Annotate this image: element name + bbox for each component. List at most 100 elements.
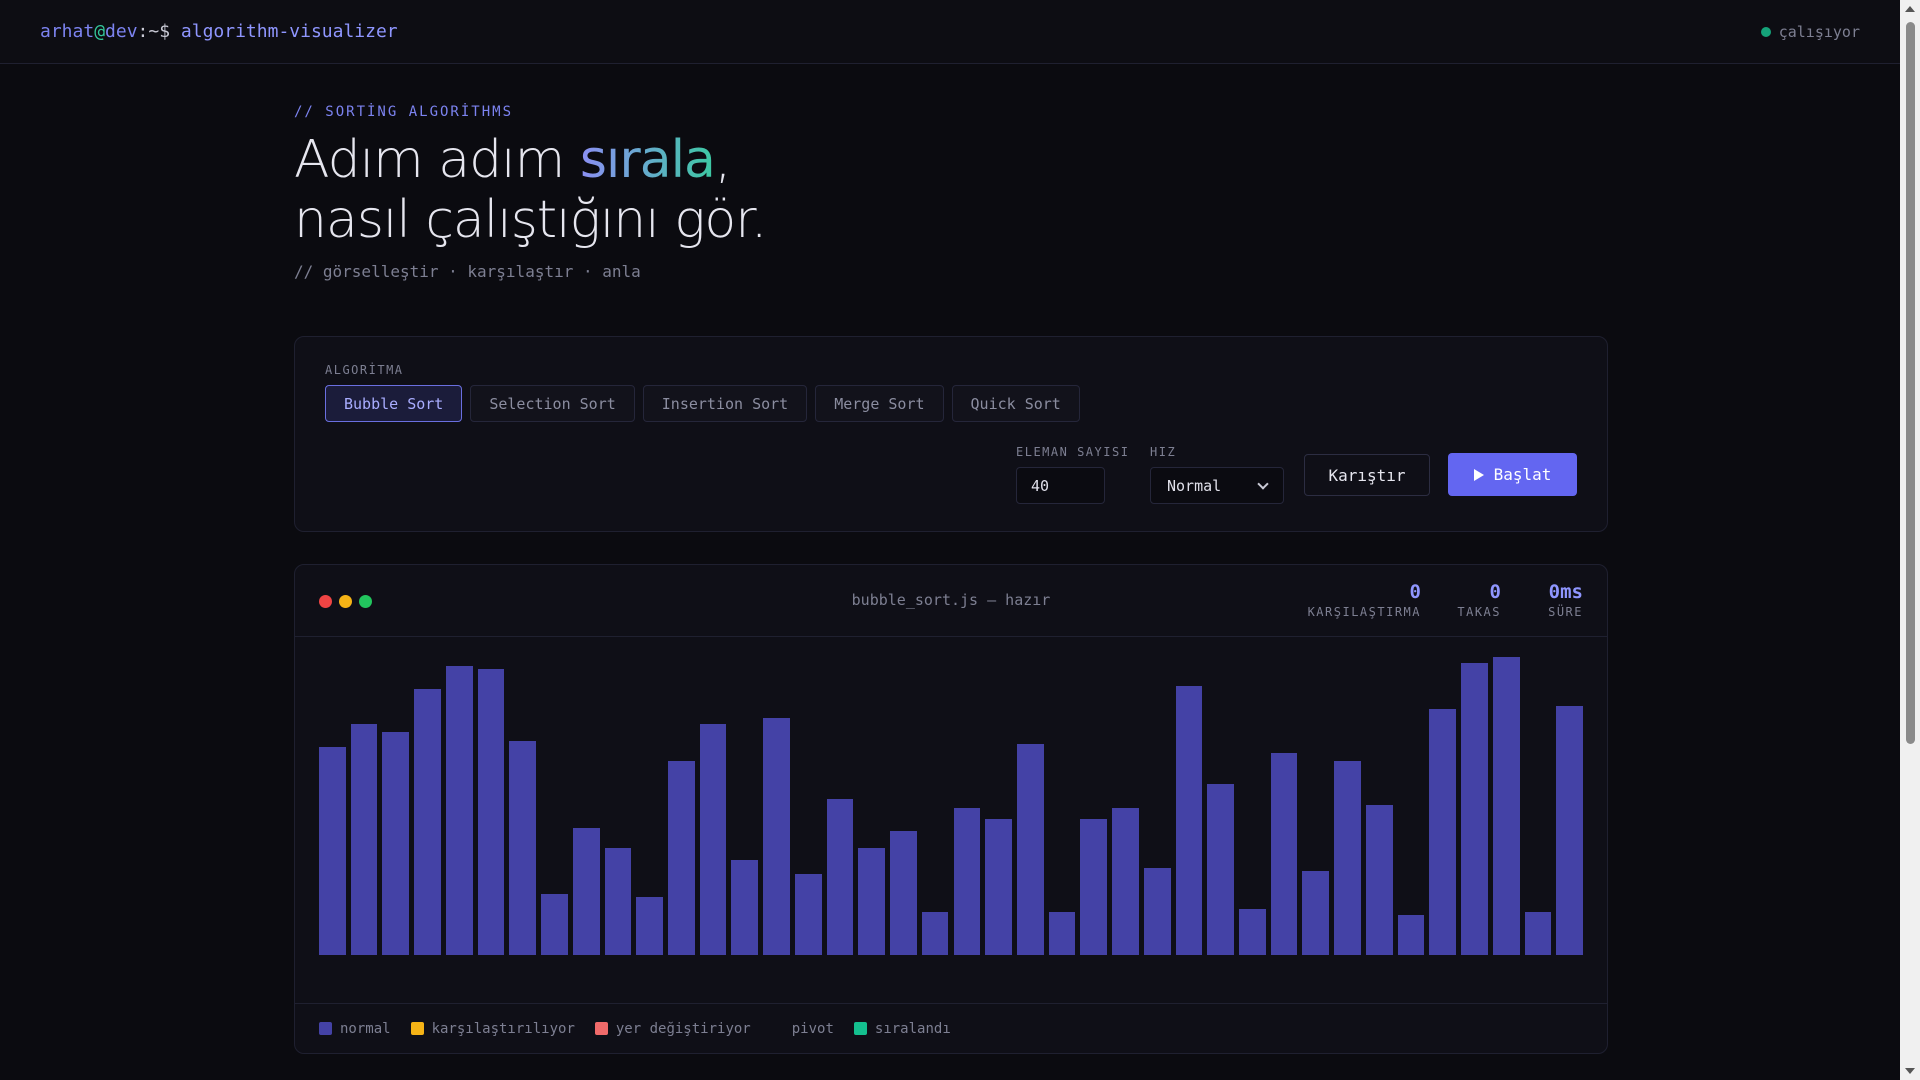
bar-40	[1556, 706, 1583, 955]
legend-label-swapping: yer değiştiriyor	[615, 1020, 751, 1037]
bar-30	[1239, 908, 1266, 955]
stat-swaps: 0 TAKAS	[1457, 581, 1501, 619]
bar-32	[1302, 871, 1330, 955]
bar-20	[921, 911, 949, 955]
bar-37	[1461, 663, 1488, 955]
hero-tagline: // görselleştir · karşılaştır · anla	[294, 262, 641, 281]
bar-3	[382, 732, 410, 955]
bar-14	[731, 859, 759, 955]
swaps-label: TAKAS	[1457, 605, 1501, 619]
bar-15	[763, 717, 790, 955]
algorithm-label: ALGORİTMA	[325, 363, 404, 377]
legend-swatch-pivot	[771, 1022, 784, 1035]
bar-21	[953, 807, 981, 955]
bar-8	[541, 894, 568, 955]
stat-time: 0ms SÜRE	[1548, 581, 1583, 619]
visualizer-panel: bubble_sort.js — hazır 0 KARŞILAŞTIRMA 0…	[294, 564, 1608, 1054]
prompt-host: dev	[105, 21, 138, 42]
legend-item-comparing: karşılaştırılıyor	[410, 1020, 575, 1037]
bar-22	[985, 819, 1012, 955]
legend-swatch-swapping	[594, 1022, 608, 1035]
hero-section: // SORTİNG ALGORİTHMS Adım adım sırala, …	[294, 104, 1594, 281]
bar-7	[509, 741, 537, 955]
maximize-dot-icon	[359, 595, 372, 608]
tab-merge-sort[interactable]: Merge Sort	[815, 385, 944, 422]
terminal-prompt: arhat@dev:~$ algorithm-visualizer	[40, 21, 398, 42]
status-text: çalışıyor	[1778, 22, 1860, 41]
minimize-dot-icon	[339, 595, 352, 608]
bar-4	[414, 689, 441, 955]
legend-swatch-comparing	[410, 1022, 424, 1035]
prompt-user: arhat	[40, 21, 95, 42]
prompt-command: algorithm-visualizer	[180, 21, 398, 42]
legend-item-normal: normal	[319, 1021, 391, 1037]
controls-panel: ALGORİTMA Bubble Sort Selection Sort Ins…	[294, 336, 1608, 532]
prompt-path: :~$	[137, 21, 171, 42]
bar-17	[826, 798, 854, 955]
legend-label-sorted: sıralandı	[874, 1020, 951, 1037]
legend-item-sorted: sıralandı	[853, 1020, 951, 1037]
tab-insertion-sort[interactable]: Insertion Sort	[642, 385, 808, 422]
status-dot-icon	[1760, 26, 1771, 37]
bar-38	[1492, 657, 1520, 955]
legend-item-pivot: pivot	[771, 1021, 834, 1037]
bar-6	[477, 668, 505, 955]
top-bar: arhat@dev:~$ algorithm-visualizer çalışı…	[0, 0, 1900, 64]
headline-accent: sırala	[579, 130, 716, 190]
bar-1	[319, 746, 346, 955]
element-count-value: 40	[1031, 476, 1050, 495]
bar-9	[572, 827, 600, 955]
legend-label-comparing: karşılaştırılıyor	[431, 1020, 575, 1037]
bar-19	[890, 830, 917, 955]
start-button[interactable]: Başlat	[1448, 453, 1577, 496]
scroll-thumb[interactable]	[1906, 22, 1915, 744]
page-scrollbar[interactable]	[1900, 0, 1920, 1080]
bar-27	[1143, 868, 1171, 955]
prompt-at: @	[94, 21, 106, 42]
element-count-label: ELEMAN SAYISI	[1016, 445, 1130, 459]
headline-suffix: ,	[714, 130, 732, 190]
tab-bubble-sort[interactable]: Bubble Sort	[325, 385, 463, 422]
bar-16	[794, 874, 822, 955]
speed-value: Normal	[1167, 476, 1222, 495]
bar-26	[1112, 807, 1139, 955]
bar-33	[1334, 761, 1361, 955]
bar-39	[1524, 911, 1552, 955]
headline-line2: nasıl çalıştığını gör.	[294, 190, 767, 250]
scroll-up-arrow-icon[interactable]	[1905, 6, 1915, 12]
bar-12	[667, 761, 695, 955]
visualizer-title: bubble_sort.js — hazır	[851, 591, 1051, 609]
scroll-down-arrow-icon[interactable]	[1905, 1068, 1915, 1074]
bar-5	[445, 665, 473, 955]
legend-swatch-normal	[319, 1022, 332, 1035]
time-label: SÜRE	[1548, 605, 1583, 619]
shuffle-button[interactable]: Karıştır	[1304, 454, 1430, 496]
hero-eyebrow: // SORTİNG ALGORİTHMS	[294, 104, 514, 120]
speed-select[interactable]: Normal	[1150, 467, 1284, 504]
start-button-label: Başlat	[1493, 465, 1552, 484]
status-indicator: çalışıyor	[1760, 22, 1860, 41]
swaps-value: 0	[1489, 581, 1501, 603]
bar-13	[699, 723, 727, 955]
bar-35	[1397, 914, 1425, 955]
legend: normal karşılaştırılıyor yer değiştiriyo…	[295, 1003, 1607, 1053]
bar-34	[1365, 804, 1393, 955]
algorithm-tabs: Bubble Sort Selection Sort Insertion Sor…	[325, 385, 1080, 422]
play-icon	[1473, 468, 1484, 481]
bar-chart	[319, 637, 1583, 955]
hero-headline: Adım adım sırala, nasıl çalıştığını gör.	[294, 130, 1594, 250]
close-dot-icon	[319, 595, 332, 608]
bar-36	[1429, 709, 1457, 955]
visualizer-header: bubble_sort.js — hazır 0 KARŞILAŞTIRMA 0…	[295, 565, 1607, 637]
tab-quick-sort[interactable]: Quick Sort	[951, 385, 1080, 422]
stat-comparisons: 0 KARŞILAŞTIRMA	[1308, 581, 1421, 619]
bar-28	[1175, 686, 1203, 955]
legend-swatch-sorted	[853, 1022, 867, 1035]
bar-24	[1048, 911, 1076, 955]
chevron-down-icon	[1257, 477, 1269, 490]
time-value: 0ms	[1548, 581, 1583, 603]
element-count-input[interactable]: 40	[1016, 467, 1105, 504]
comparisons-label: KARŞILAŞTIRMA	[1307, 605, 1421, 619]
legend-item-swapping: yer değiştiriyor	[594, 1020, 751, 1037]
tab-selection-sort[interactable]: Selection Sort	[470, 385, 635, 422]
